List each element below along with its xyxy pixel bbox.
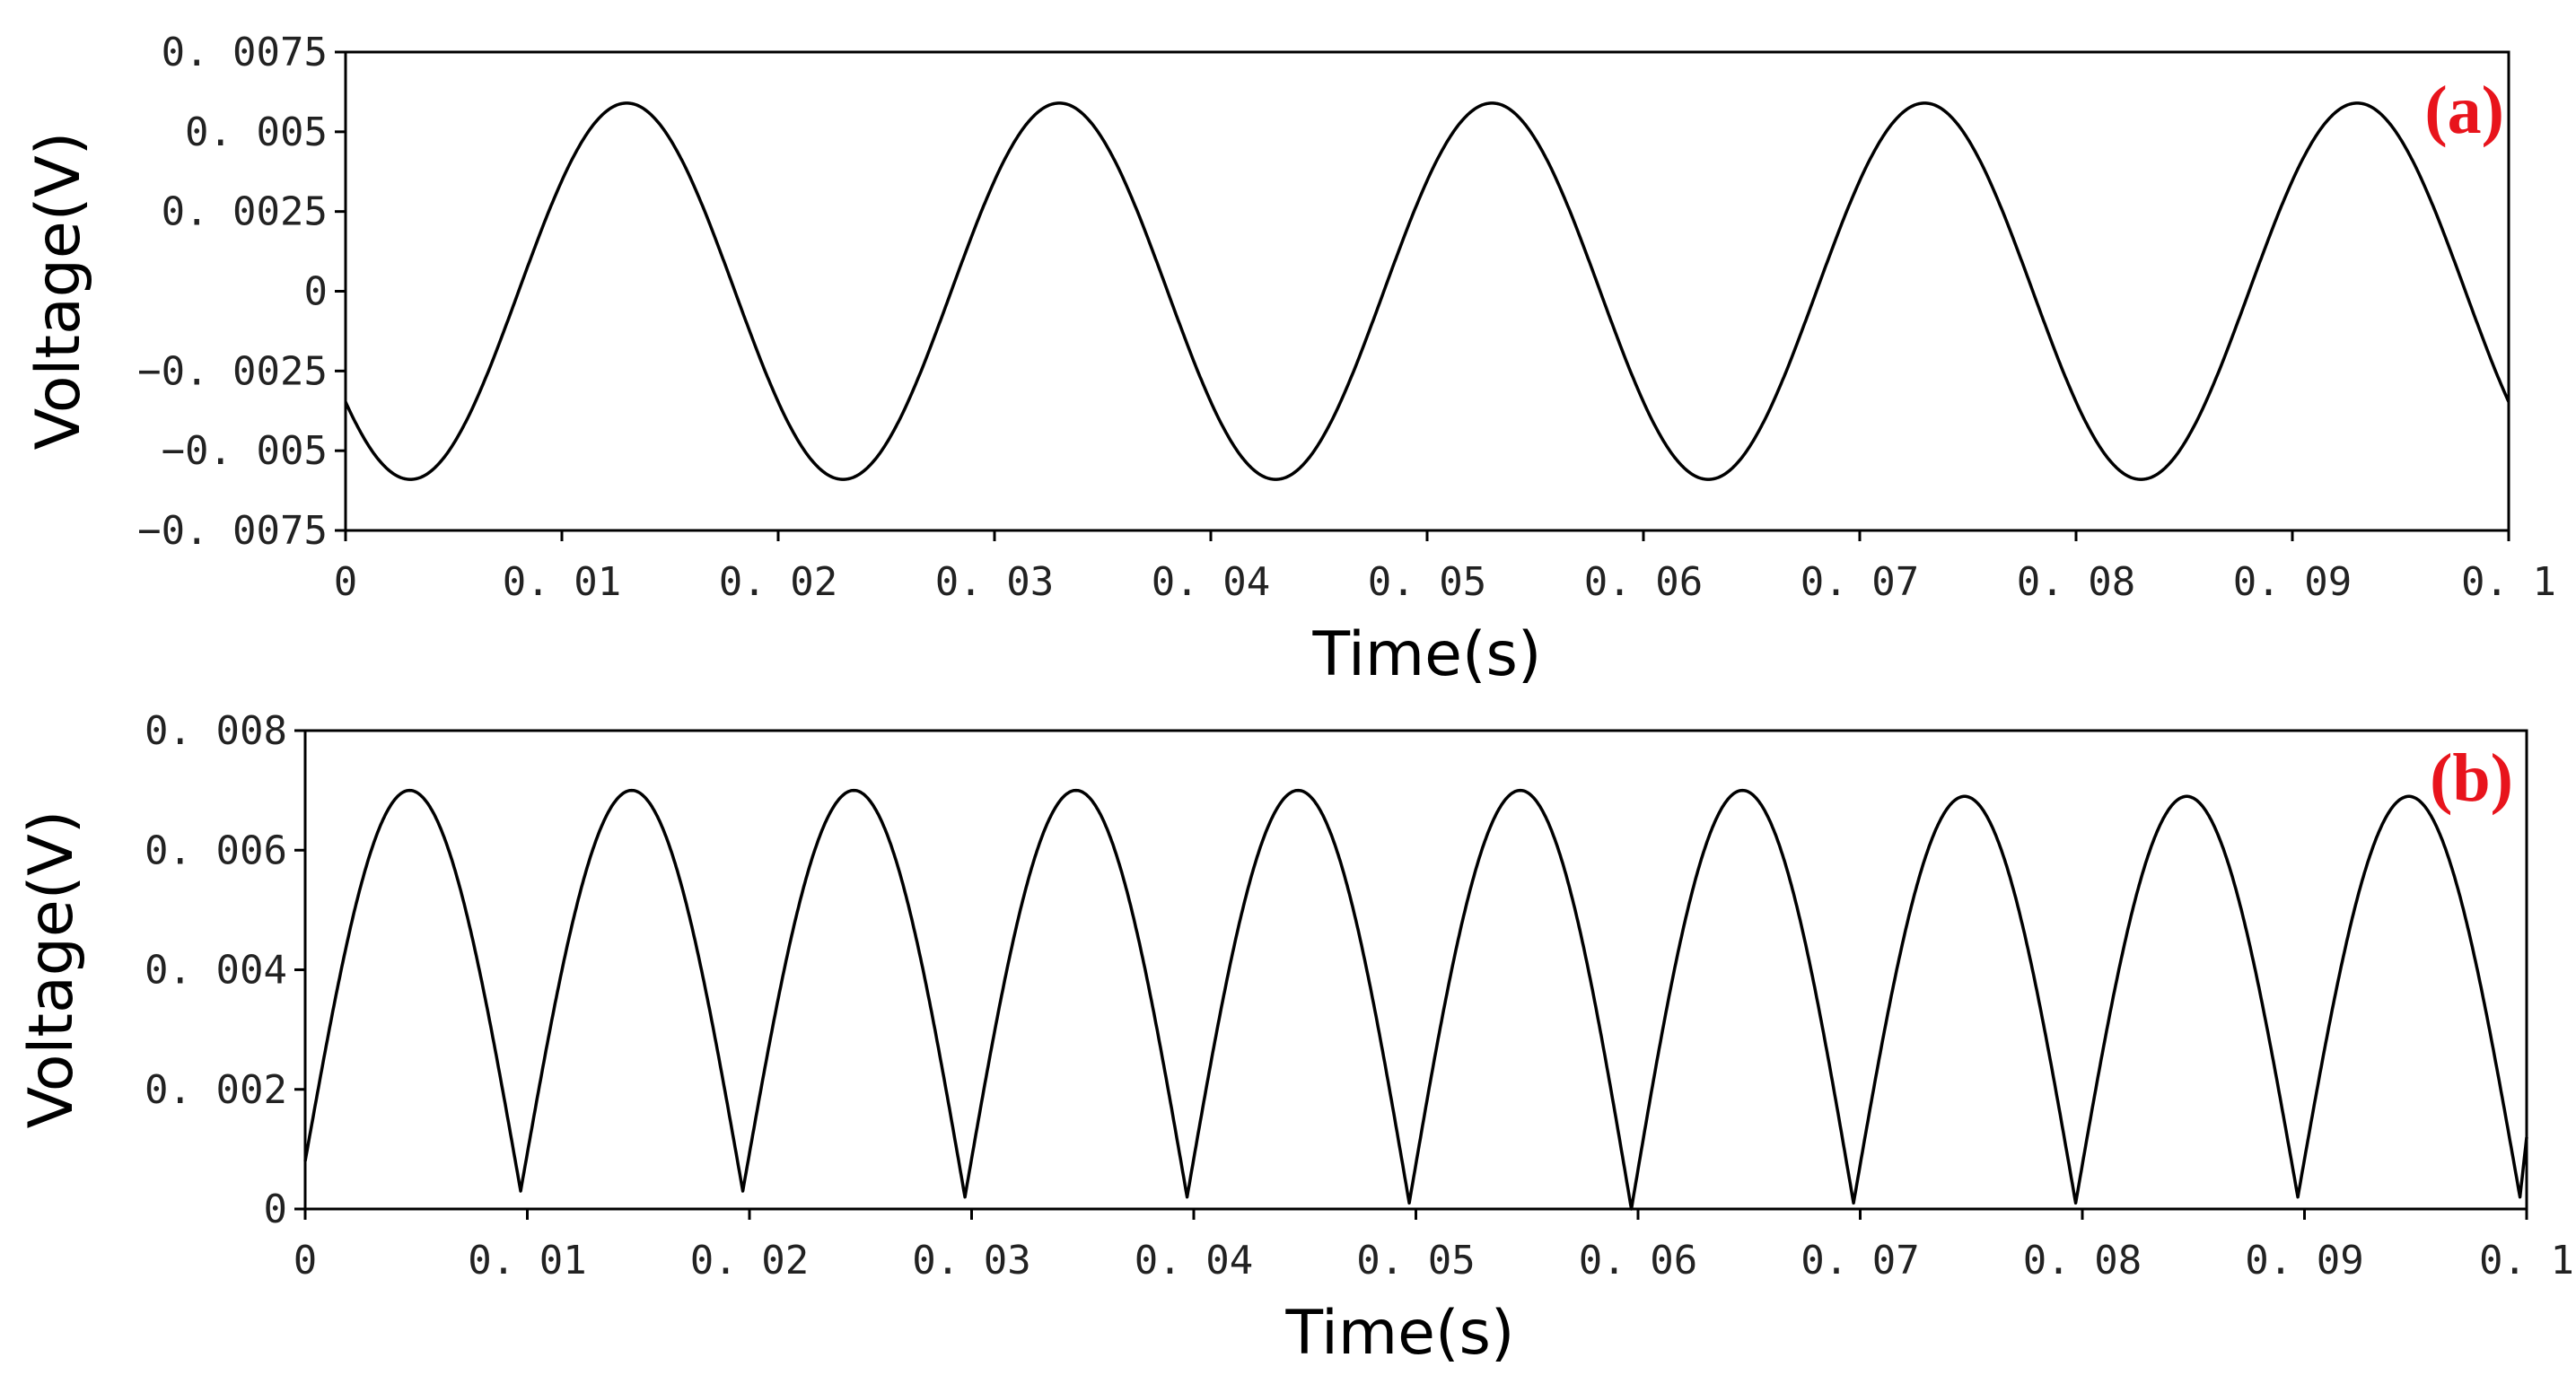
x-tick-label: 0. 03 (935, 559, 1054, 605)
x-tick-label: 0. 07 (1801, 1238, 1919, 1283)
x-axis-label: Time(s) (1312, 619, 1542, 690)
y-tick-label: −0. 0075 (137, 508, 328, 554)
y-tick-label: 0. 008 (145, 708, 287, 754)
y-tick-label: 0 (304, 269, 329, 315)
panel-b-rectified-plot: 0. 008 0. 006 0. 004 0. 002 0 0 0. 01 0. 02 0. … (16, 708, 2574, 1369)
x-tick-label: 0. 01 (503, 559, 621, 605)
y-tick-label: 0 (264, 1187, 288, 1232)
y-tick-label: 0. 0075 (162, 30, 328, 75)
y-tick-label: 0. 005 (185, 109, 328, 155)
x-tick-label: 0. 02 (690, 1238, 809, 1283)
panel-a-sine-plot: 0. 0075 0. 005 0. 0025 0 −0. 0025 −0. 005 −0. … (23, 30, 2556, 690)
x-tick-label: 0. 04 (1135, 1238, 1253, 1283)
x-tick-label: 0. 01 (468, 1238, 586, 1283)
x-tick-label: 0. 1 (2461, 559, 2556, 605)
x-tick-label: 0. 02 (719, 559, 837, 605)
voltage-trace-line (344, 101, 2510, 481)
voltage-trace-line (303, 788, 2528, 1211)
y-tick-marks: 0. 008 0. 006 0. 004 0. 002 0 (145, 708, 305, 1232)
y-tick-label: 0. 002 (145, 1067, 287, 1113)
panel-tag-a: (a) (2424, 73, 2504, 148)
plot-area-frame (344, 50, 2510, 532)
x-tick-label: 0. 09 (2245, 1238, 2363, 1283)
y-tick-label: 0. 004 (145, 948, 287, 994)
x-tick-marks: 0 0. 01 0. 02 0. 03 0. 04 0. 05 0. 06 0. 07 0. 0… (334, 530, 2556, 605)
y-tick-label: −0. 0025 (137, 348, 328, 394)
x-tick-label: 0. 04 (1152, 559, 1270, 605)
x-tick-label: 0. 08 (2017, 559, 2135, 605)
x-tick-label: 0. 1 (2479, 1238, 2574, 1283)
panel-tag-b: (b) (2430, 740, 2513, 816)
y-tick-label: −0. 005 (162, 428, 328, 474)
y-axis-label: Voltage(V) (23, 132, 94, 451)
x-tick-label: 0. 09 (2233, 559, 2352, 605)
x-tick-label: 0. 06 (1579, 1238, 1697, 1283)
x-tick-label: 0 (334, 559, 358, 605)
x-tick-label: 0. 07 (1801, 559, 1919, 605)
plot-area-frame (303, 729, 2528, 1211)
y-tick-label: 0. 006 (145, 828, 287, 873)
y-tick-label: 0. 0025 (162, 189, 328, 235)
x-tick-label: 0. 05 (1368, 559, 1486, 605)
x-tick-label: 0. 08 (2023, 1238, 2142, 1283)
x-tick-label: 0. 06 (1584, 559, 1703, 605)
y-axis-label: Voltage(V) (16, 810, 87, 1129)
x-tick-label: 0. 03 (912, 1238, 1030, 1283)
y-tick-marks: 0. 0075 0. 005 0. 0025 0 −0. 0025 −0. 005 −0. … (137, 30, 346, 554)
x-axis-label: Time(s) (1285, 1298, 1515, 1369)
x-tick-label: 0. 05 (1356, 1238, 1475, 1283)
x-tick-marks: 0 0. 01 0. 02 0. 03 0. 04 0. 05 0. 06 0. 07 0. 0… (294, 1209, 2574, 1283)
x-tick-label: 0 (294, 1238, 318, 1283)
